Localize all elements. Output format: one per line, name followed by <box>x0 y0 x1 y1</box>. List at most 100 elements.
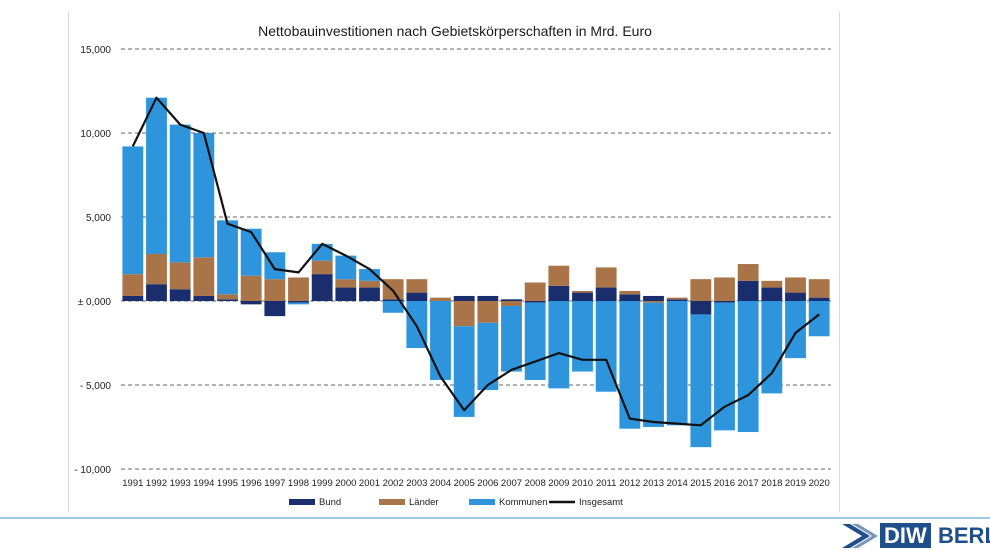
bar-länder-1993 <box>169 262 191 290</box>
y-tick-label: 5,000 <box>86 213 111 224</box>
bar-bund-1996 <box>240 301 262 305</box>
bar-bund-1998 <box>288 301 309 303</box>
bar-kommunen-2011 <box>595 301 617 392</box>
bar-länder-1996 <box>240 275 262 301</box>
y-tick-label: 10,000 <box>80 129 111 140</box>
x-tick-label: 2006 <box>477 478 498 489</box>
bar-kommunen-2000 <box>335 255 357 280</box>
bar-bund-2006 <box>477 295 499 301</box>
x-tick-label: 1995 <box>217 478 238 489</box>
bar-kommunen-2017 <box>737 301 759 433</box>
legend-swatch-kommunen <box>469 499 495 505</box>
bar-bund-2002 <box>382 299 404 301</box>
bar-bund-1997 <box>264 301 286 317</box>
bar-bund-2001 <box>359 287 380 301</box>
x-tick-label: 2017 <box>738 478 759 489</box>
x-tick-label: 2009 <box>548 478 569 489</box>
bar-bund-2007 <box>501 299 522 301</box>
bar-länder-2014 <box>666 297 688 300</box>
legend-label-bund: Bund <box>319 497 341 508</box>
bar-länder-2004 <box>430 297 451 301</box>
bar-länder-1992 <box>146 253 167 285</box>
chart-title: Nettobauinvestitionen nach Gebietskörper… <box>258 23 652 39</box>
bar-länder-2017 <box>737 264 759 281</box>
bar-bund-2009 <box>548 285 570 301</box>
bar-bund-1995 <box>217 299 238 301</box>
bar-kommunen-2013 <box>643 302 664 427</box>
bar-kommunen-1994 <box>193 133 215 258</box>
bar-kommunen-1996 <box>240 228 262 276</box>
x-tick-label: 2002 <box>383 478 404 489</box>
x-tick-label: 1998 <box>288 478 309 489</box>
legend-swatch-bund <box>289 499 315 505</box>
bar-bund-2019 <box>785 292 806 301</box>
x-tick-label: 1999 <box>312 478 333 489</box>
bar-länder-2016 <box>714 277 735 301</box>
x-tick-label: 2011 <box>596 478 616 489</box>
bar-kommunen-2014 <box>666 301 688 426</box>
bar-bund-2016 <box>714 301 735 303</box>
bar-bund-1999 <box>311 274 333 301</box>
bar-kommunen-2009 <box>548 301 570 389</box>
bar-kommunen-2005 <box>453 326 475 417</box>
x-tick-label: 2007 <box>501 478 522 489</box>
bar-länder-2005 <box>453 301 475 327</box>
bar-bund-2012 <box>619 294 641 301</box>
bar-kommunen-2010 <box>572 301 593 372</box>
bar-länder-2001 <box>359 280 380 288</box>
bar-länder-1999 <box>311 260 333 275</box>
bar-kommunen-2001 <box>359 269 380 281</box>
bar-bund-2000 <box>335 287 357 301</box>
x-tick-label: 2012 <box>619 478 640 489</box>
bar-bund-2020 <box>808 297 830 301</box>
bar-länder-1995 <box>217 294 238 300</box>
x-tick-label: 2013 <box>643 478 664 489</box>
bar-bund-2010 <box>572 292 593 301</box>
x-tick-label: 2004 <box>430 478 451 489</box>
bar-bund-1993 <box>169 289 191 301</box>
bar-kommunen-1992 <box>146 97 167 254</box>
y-tick-label: ± 0,000 <box>78 297 112 308</box>
bar-länder-2010 <box>572 290 593 293</box>
legend-swatch-länder <box>379 499 405 505</box>
bar-länder-2003 <box>406 279 428 293</box>
bar-bund-2014 <box>666 299 688 301</box>
bar-kommunen-2015 <box>690 314 712 448</box>
bar-kommunen-1995 <box>217 220 238 295</box>
x-tick-label: 1992 <box>146 478 167 489</box>
bar-bund-2017 <box>737 280 759 301</box>
bar-kommunen-2020 <box>808 301 830 337</box>
bar-kommunen-2012 <box>619 301 641 429</box>
bar-länder-2000 <box>335 279 357 288</box>
x-tick-label: 1994 <box>193 478 214 489</box>
x-tick-label: 2003 <box>406 478 427 489</box>
bar-bund-2015 <box>690 301 712 315</box>
x-tick-label: 1997 <box>264 478 285 489</box>
bar-länder-2018 <box>761 280 783 288</box>
line-insgesamt <box>131 96 820 427</box>
y-tick-label: 15,000 <box>80 45 111 56</box>
bar-länder-2012 <box>619 290 641 295</box>
chart-frame: Nettobauinvestitionen nach Gebietskörper… <box>68 12 840 512</box>
total-line <box>131 96 820 427</box>
bar-bund-1992 <box>146 284 167 301</box>
bar-länder-2009 <box>548 265 570 286</box>
bar-länder-2008 <box>524 282 546 301</box>
bar-kommunen-1999 <box>311 243 333 261</box>
bar-kommunen-2016 <box>714 302 735 431</box>
bars <box>122 97 830 448</box>
bar-länder-1997 <box>264 279 286 301</box>
y-axis-tick-labels: 15,000 10,000 5,000 ± 0,000 - 5,000 - 10,000 <box>74 45 111 476</box>
chart: Nettobauinvestitionen nach Gebietskörper… <box>74 23 831 508</box>
diw-logo-chevron-icon <box>842 524 878 548</box>
bar-kommunen-1991 <box>122 146 144 275</box>
bar-kommunen-2004 <box>430 301 451 380</box>
bar-kommunen-2019 <box>785 301 806 359</box>
logo-text-diw: DIW <box>880 523 931 548</box>
bar-länder-2006 <box>477 301 499 323</box>
bar-bund-2005 <box>453 295 475 301</box>
diw-logo: DIW BERLI <box>842 521 990 550</box>
x-tick-label: 2001 <box>359 478 380 489</box>
bar-kommunen-2007 <box>501 306 522 372</box>
x-tick-label: 2014 <box>667 478 688 489</box>
